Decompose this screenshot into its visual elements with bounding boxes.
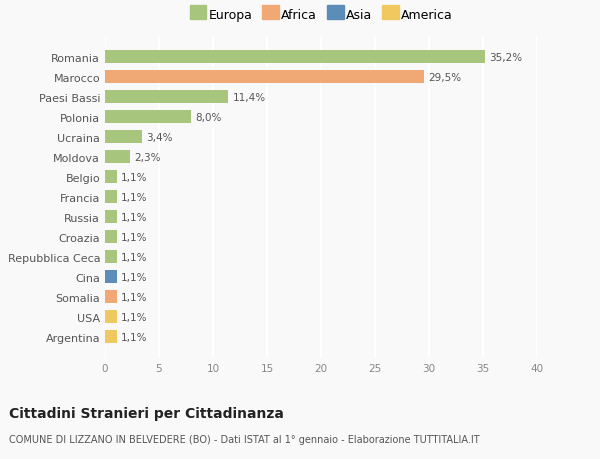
Bar xyxy=(105,131,142,144)
Bar xyxy=(105,51,485,64)
Bar xyxy=(105,211,117,224)
Bar xyxy=(105,330,117,343)
Text: COMUNE DI LIZZANO IN BELVEDERE (BO) - Dati ISTAT al 1° gennaio - Elaborazione TU: COMUNE DI LIZZANO IN BELVEDERE (BO) - Da… xyxy=(9,434,479,444)
Bar xyxy=(105,311,117,324)
Bar xyxy=(105,171,117,184)
Text: 35,2%: 35,2% xyxy=(490,53,523,63)
Text: 1,1%: 1,1% xyxy=(121,312,148,322)
Text: Cittadini Stranieri per Cittadinanza: Cittadini Stranieri per Cittadinanza xyxy=(9,406,284,420)
Text: 1,1%: 1,1% xyxy=(121,192,148,202)
Text: 1,1%: 1,1% xyxy=(121,232,148,242)
Text: 29,5%: 29,5% xyxy=(428,73,461,83)
Bar xyxy=(105,151,130,164)
Text: 1,1%: 1,1% xyxy=(121,173,148,182)
Text: 1,1%: 1,1% xyxy=(121,252,148,262)
Text: 11,4%: 11,4% xyxy=(232,93,266,103)
Legend: Europa, Africa, Asia, America: Europa, Africa, Asia, America xyxy=(187,6,455,24)
Bar xyxy=(105,291,117,303)
Bar xyxy=(105,191,117,204)
Text: 1,1%: 1,1% xyxy=(121,213,148,222)
Bar xyxy=(105,271,117,284)
Bar xyxy=(105,91,228,104)
Bar xyxy=(105,231,117,244)
Text: 1,1%: 1,1% xyxy=(121,332,148,342)
Text: 3,4%: 3,4% xyxy=(146,133,173,143)
Bar xyxy=(105,111,191,124)
Text: 1,1%: 1,1% xyxy=(121,292,148,302)
Text: 8,0%: 8,0% xyxy=(196,112,222,123)
Text: 2,3%: 2,3% xyxy=(134,152,161,162)
Text: 1,1%: 1,1% xyxy=(121,272,148,282)
Bar xyxy=(105,71,424,84)
Bar xyxy=(105,251,117,263)
